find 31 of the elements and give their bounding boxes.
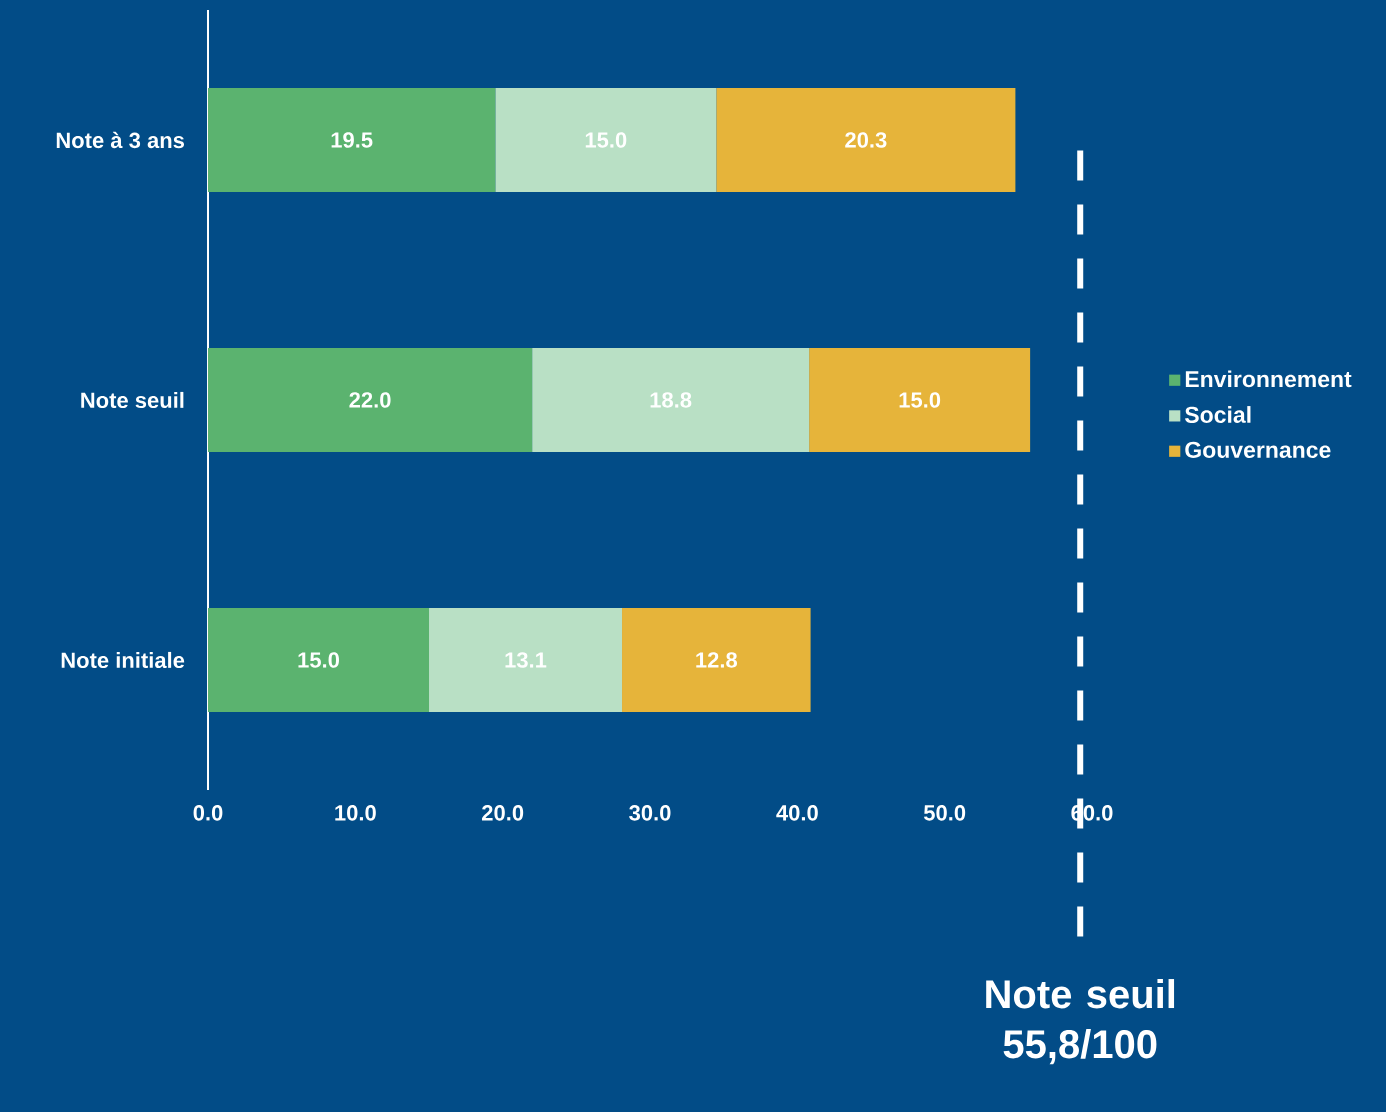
- bar: [208, 347, 533, 452]
- x-tick-label: 0.0: [193, 805, 223, 821]
- y-tick-label: Note à 3 ans: [56, 131, 185, 149]
- data-label: 13.1: [505, 652, 547, 668]
- bar: [208, 607, 429, 712]
- data-label: 20.3: [845, 132, 887, 148]
- bar: [495, 87, 717, 192]
- bar: [532, 347, 810, 452]
- data-label: 18.8: [650, 392, 692, 408]
- bar: [208, 87, 496, 192]
- legend-label: Social: [1184, 406, 1251, 423]
- data-label: 15.0: [298, 652, 339, 668]
- y-tick-label: Note seuil: [81, 391, 184, 409]
- x-tick-label: 30.0: [629, 805, 671, 821]
- bar: [809, 347, 1031, 452]
- legend-label: Environnement: [1185, 370, 1352, 388]
- data-label: 15.0: [585, 132, 627, 148]
- ref-line-label: Note seuil 55,8/100: [986, 979, 1175, 1065]
- data-label: 12.8: [696, 652, 738, 668]
- data-label: 15.0: [899, 392, 941, 408]
- bar: [622, 607, 811, 712]
- x-tick-label: 20.0: [482, 805, 524, 821]
- x-tick-label: 50.0: [923, 805, 966, 821]
- legend-label: Gouvernance: [1185, 441, 1331, 458]
- bar: [716, 87, 1016, 192]
- y-tick-label: Note initiale: [61, 651, 185, 669]
- x-tick-label: 10.0: [335, 805, 376, 821]
- data-label: 22.0: [349, 392, 391, 408]
- data-label: 19.5: [331, 132, 373, 148]
- x-tick-label: 40.0: [776, 805, 818, 821]
- bar: [429, 607, 623, 712]
